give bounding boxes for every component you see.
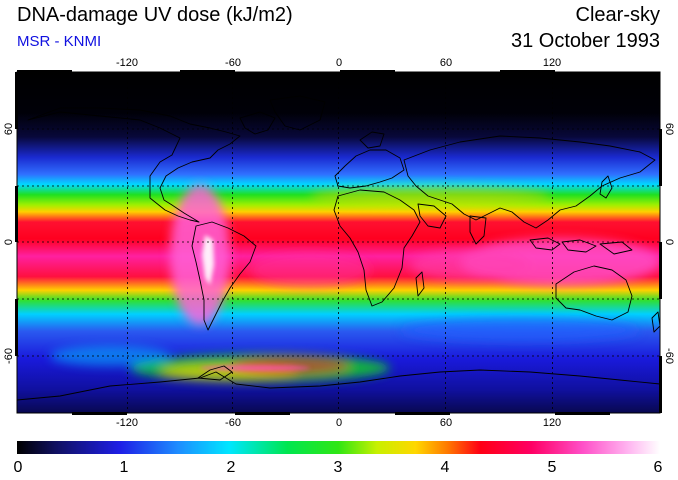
colorbar-label: 6 [653, 459, 663, 476]
graticule [17, 72, 660, 413]
colorbar-label: 0 [13, 459, 23, 476]
colorbar-label: 5 [547, 459, 557, 476]
map-title: DNA-damage UV dose (kJ/m2) [17, 4, 293, 26]
colorbar [17, 441, 660, 454]
lon-tick-top: 0 [335, 57, 343, 69]
lon-tick-bottom: 120 [542, 417, 562, 429]
lat-tick-left: -60 [3, 348, 15, 364]
lat-tick-left: 0 [3, 238, 15, 246]
sky-condition-label: Clear-sky [575, 4, 660, 26]
lon-tick-bottom: 0 [335, 417, 343, 429]
source-label: MSR - KNMI [17, 33, 102, 50]
coastlines [17, 95, 660, 401]
lon-tick-bottom: -120 [115, 417, 139, 429]
colorbar-label: 1 [119, 459, 129, 476]
lon-tick-top: -120 [115, 57, 139, 69]
lon-tick-bottom: 60 [439, 417, 453, 429]
lat-tick-right: 60 [663, 122, 675, 136]
lat-tick-left: 60 [3, 122, 15, 136]
lon-tick-top: 60 [439, 57, 453, 69]
lon-tick-bottom: -60 [225, 417, 241, 429]
colorbar-label: 4 [440, 459, 450, 476]
uv-field [17, 72, 660, 413]
colorbar-gradient [17, 441, 660, 454]
map-frame [15, 70, 662, 415]
lat-tick-right: 0 [663, 238, 675, 246]
colorbar-label: 3 [333, 459, 343, 476]
date-label: 31 October 1993 [511, 30, 660, 52]
lat-tick-right: -60 [663, 348, 675, 364]
colorbar-label: 2 [226, 459, 236, 476]
lon-tick-top: 120 [542, 57, 562, 69]
lon-tick-top: -60 [225, 57, 241, 69]
